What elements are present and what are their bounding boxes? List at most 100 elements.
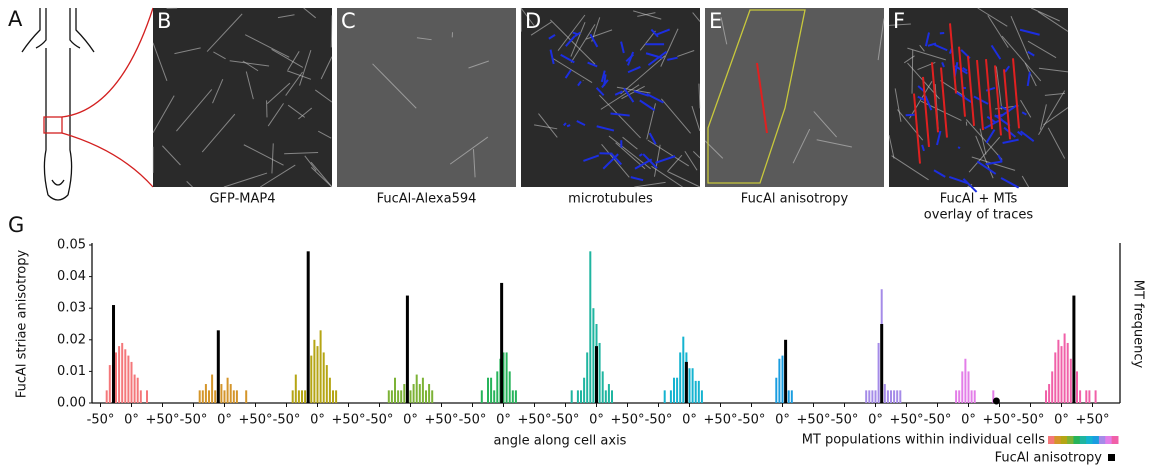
cotyledon-outline bbox=[21, 8, 95, 53]
mt-bar bbox=[1066, 342, 1069, 403]
mt-trace bbox=[560, 53, 575, 64]
mt-trace bbox=[646, 92, 664, 104]
mt-bar bbox=[310, 355, 313, 403]
mt-bar bbox=[570, 390, 573, 403]
filament bbox=[894, 88, 902, 122]
mt-bar bbox=[1051, 371, 1054, 403]
panel-label: B bbox=[157, 9, 171, 33]
mt-bar bbox=[592, 308, 595, 403]
filament bbox=[244, 34, 290, 58]
x-tick-label: -50° bbox=[924, 413, 952, 428]
mt-bar bbox=[1076, 371, 1078, 403]
filament bbox=[213, 51, 226, 60]
mt-bar bbox=[245, 390, 248, 403]
mt-bar bbox=[412, 384, 415, 403]
anisotropy-trace bbox=[949, 23, 957, 94]
filament bbox=[320, 56, 333, 80]
filament bbox=[285, 71, 303, 96]
x-tick-label: 0° bbox=[403, 413, 418, 428]
mt-bar bbox=[146, 390, 148, 403]
y-axis-label: FucAl striae anisotropy bbox=[15, 250, 30, 399]
mt-trace bbox=[941, 61, 945, 68]
x-tick-label: +50° bbox=[797, 413, 831, 428]
mt-trace bbox=[625, 53, 634, 63]
mt-trace bbox=[633, 90, 650, 97]
filament bbox=[284, 152, 319, 155]
mt-trace bbox=[642, 153, 658, 169]
filament bbox=[677, 50, 695, 57]
panel-label: A bbox=[8, 7, 23, 31]
mt-trace bbox=[583, 154, 600, 162]
zoom-box bbox=[43, 116, 63, 134]
mt-trace bbox=[655, 28, 671, 36]
mt-bar bbox=[214, 390, 217, 403]
anisotropy-trace bbox=[940, 67, 948, 138]
filament bbox=[891, 155, 929, 181]
mt-bar bbox=[208, 390, 210, 403]
mt-trace bbox=[985, 160, 1003, 166]
mt-trace bbox=[577, 80, 582, 87]
mt-bar bbox=[232, 390, 235, 403]
filament bbox=[472, 149, 476, 178]
filament bbox=[816, 139, 852, 148]
mt-bar bbox=[589, 251, 592, 403]
y-tick-label: 0.00 bbox=[57, 396, 86, 411]
legend-swatch bbox=[1048, 436, 1055, 444]
anisotropy-bar bbox=[500, 282, 504, 403]
mt-bar bbox=[992, 390, 995, 403]
mt-trace bbox=[601, 79, 609, 89]
mt-trace bbox=[650, 28, 659, 38]
filament bbox=[1044, 92, 1066, 96]
filament bbox=[152, 95, 175, 133]
y-tick-label: 0.04 bbox=[57, 269, 86, 284]
filament bbox=[1038, 67, 1069, 73]
x-tick-label: 0° bbox=[682, 413, 697, 428]
mt-bar bbox=[964, 358, 967, 403]
filament bbox=[271, 143, 274, 174]
filament bbox=[1021, 175, 1030, 188]
mt-trace bbox=[985, 86, 996, 92]
mt-bar bbox=[115, 352, 117, 403]
x-tick-label: -50° bbox=[1017, 413, 1045, 428]
mt-trace bbox=[1019, 28, 1040, 36]
anisotropy-bar bbox=[595, 346, 598, 403]
y-tick-label: 0.03 bbox=[57, 301, 86, 316]
mt-trace bbox=[1002, 138, 1019, 145]
mt-trace bbox=[595, 87, 605, 97]
x-tick-label: 0° bbox=[961, 413, 976, 428]
mt-bar bbox=[229, 384, 232, 403]
legend-swatch bbox=[1111, 436, 1119, 444]
mt-bar bbox=[611, 390, 613, 403]
mt-bar bbox=[204, 384, 207, 403]
filament bbox=[911, 49, 914, 94]
mt-trace bbox=[924, 32, 930, 47]
mt-trace bbox=[627, 66, 641, 74]
mt-bar bbox=[580, 390, 582, 403]
mt-trace bbox=[976, 160, 997, 175]
stem-outline bbox=[43, 48, 73, 201]
mt-trace bbox=[639, 99, 656, 112]
filament bbox=[684, 150, 698, 171]
y-tick-label: 0.01 bbox=[57, 364, 86, 379]
filament bbox=[1020, 99, 1032, 118]
x-tick-label: -50° bbox=[831, 413, 859, 428]
x-tick-label: -50° bbox=[645, 413, 673, 428]
mt-bar bbox=[508, 371, 511, 403]
mt-bar bbox=[1057, 339, 1060, 403]
legend-swatch bbox=[1054, 436, 1062, 444]
mt-bar bbox=[301, 390, 303, 403]
mt-bar bbox=[390, 390, 393, 403]
filament bbox=[449, 136, 489, 165]
mt-bar bbox=[505, 352, 508, 403]
filament bbox=[720, 17, 728, 45]
x-tick-label: 0° bbox=[217, 413, 232, 428]
anisotropy-trace bbox=[958, 46, 966, 117]
mt-trace bbox=[933, 169, 946, 178]
legend-label: MT populations within individual cells bbox=[802, 433, 1046, 448]
x-tick-label: 0° bbox=[1054, 413, 1069, 428]
mt-bar bbox=[883, 384, 886, 403]
mt-bar bbox=[325, 365, 328, 403]
anisotropy-trace bbox=[1012, 58, 1020, 129]
mt-trace bbox=[600, 70, 606, 83]
filament bbox=[888, 134, 895, 159]
